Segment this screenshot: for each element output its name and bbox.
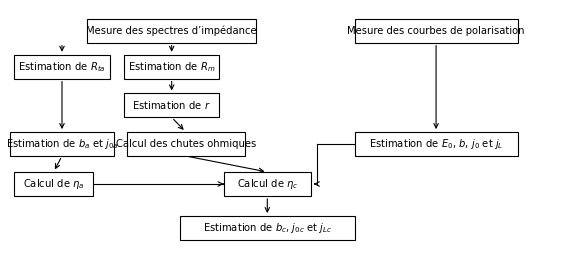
Text: Mesure des spectres d’impédance: Mesure des spectres d’impédance [86, 26, 257, 36]
FancyBboxPatch shape [180, 216, 355, 240]
Text: Estimation de $b_a$ et $j_{0a}$: Estimation de $b_a$ et $j_{0a}$ [6, 137, 118, 151]
FancyBboxPatch shape [355, 132, 518, 156]
FancyBboxPatch shape [224, 172, 311, 196]
Text: Calcul de $\eta_c$: Calcul de $\eta_c$ [236, 177, 298, 191]
Text: Calcul de $\eta_a$: Calcul de $\eta_a$ [23, 177, 84, 191]
Text: Estimation de $r$: Estimation de $r$ [133, 99, 211, 111]
FancyBboxPatch shape [10, 132, 114, 156]
Text: Estimation de $R_{ta}$: Estimation de $R_{ta}$ [18, 60, 106, 74]
FancyBboxPatch shape [355, 19, 518, 43]
FancyBboxPatch shape [14, 172, 93, 196]
FancyBboxPatch shape [87, 19, 256, 43]
FancyBboxPatch shape [124, 55, 219, 79]
Text: Estimation de $b_c$, $j_{0c}$ et $j_{Lc}$: Estimation de $b_c$, $j_{0c}$ et $j_{Lc}… [203, 221, 332, 235]
Text: Estimation de $E_0$, $b$, $j_0$ et $j_L$: Estimation de $E_0$, $b$, $j_0$ et $j_L$ [369, 137, 503, 151]
Text: Calcul des chutes ohmiques: Calcul des chutes ohmiques [115, 139, 256, 149]
Text: Mesure des courbes de polarisation: Mesure des courbes de polarisation [347, 26, 525, 36]
FancyBboxPatch shape [14, 55, 110, 79]
FancyBboxPatch shape [124, 93, 219, 117]
FancyBboxPatch shape [127, 132, 245, 156]
Text: Estimation de $R_m$: Estimation de $R_m$ [128, 60, 215, 74]
